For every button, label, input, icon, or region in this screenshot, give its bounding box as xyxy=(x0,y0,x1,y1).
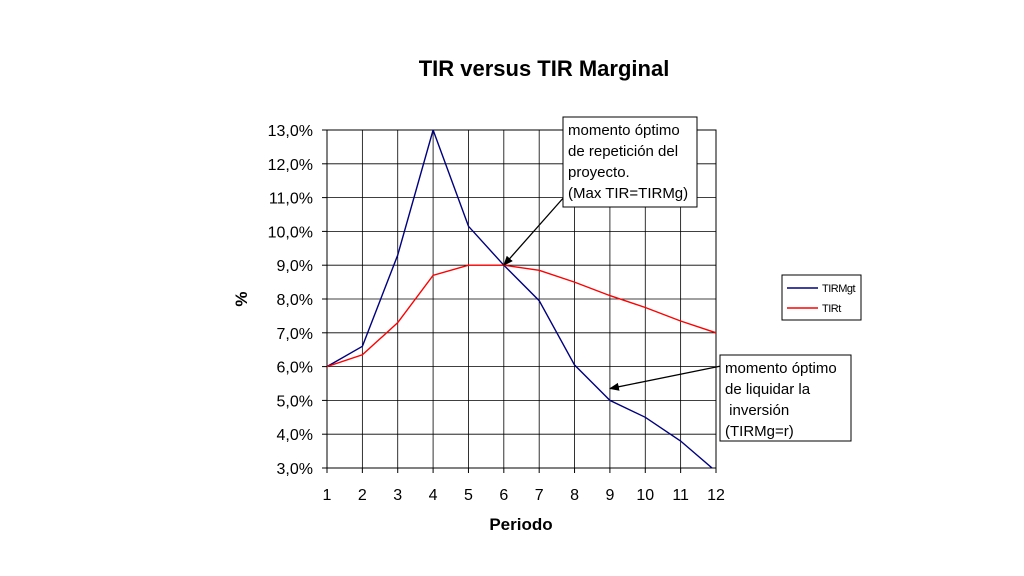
y-axis-label: % xyxy=(232,291,251,306)
x-tick-label: 9 xyxy=(605,487,614,504)
y-tick-label: 7,0% xyxy=(277,326,313,343)
annotation-arrow xyxy=(608,365,722,391)
y-tick-label: 9,0% xyxy=(277,258,313,275)
annotation-text: momento óptimo xyxy=(568,122,680,139)
chart-title: TIR versus TIR Marginal xyxy=(419,56,670,81)
annotation-arrow xyxy=(503,195,566,266)
x-tick-label: 1 xyxy=(323,487,332,504)
legend-label: TIRMgt xyxy=(822,283,856,295)
annotation-text: proyecto. xyxy=(568,164,630,181)
annotation-text: (TIRMg=r) xyxy=(725,423,794,440)
legend-box xyxy=(781,274,862,321)
x-tick-label: 12 xyxy=(707,487,725,504)
y-tick-label: 8,0% xyxy=(277,292,313,309)
annotation-box xyxy=(719,354,852,442)
annotation-box xyxy=(562,116,698,208)
x-tick-label: 5 xyxy=(464,487,473,504)
y-tick-label: 5,0% xyxy=(277,393,313,410)
legend-label: TIRt xyxy=(822,303,841,315)
series-line-tirt xyxy=(327,264,716,368)
y-tick-label: 3,0% xyxy=(277,461,313,478)
x-tick-label: 2 xyxy=(358,487,367,504)
x-tick-label: 8 xyxy=(570,487,579,504)
x-axis-label: Periodo xyxy=(489,515,552,534)
annotation-text: momento óptimo xyxy=(725,360,837,377)
series-lines xyxy=(327,130,716,468)
y-tick-label: 12,0% xyxy=(268,157,313,174)
y-tick-label: 10,0% xyxy=(268,224,313,241)
y-tick-label: 6,0% xyxy=(277,360,313,377)
annotation-text: de liquidar la xyxy=(725,381,811,398)
x-tick-label: 6 xyxy=(499,487,508,504)
x-tick-label: 11 xyxy=(672,487,689,504)
series-line-tirmgt xyxy=(327,130,714,468)
y-tick-label: 4,0% xyxy=(277,427,313,444)
annotation-text: inversión xyxy=(725,402,789,419)
legend: TIRMgt TIRt xyxy=(781,274,862,321)
y-tick-label: 11,0% xyxy=(269,191,313,208)
annotation-text: (Max TIR=TIRMg) xyxy=(568,185,688,202)
x-axis: 1 2 3 4 5 6 7 8 9 10 11 12 xyxy=(323,468,725,504)
x-tick-label: 4 xyxy=(429,487,438,504)
y-tick-label: 13,0% xyxy=(268,123,313,140)
annotation-text: de repetición del xyxy=(568,143,678,160)
annotations: momento óptimo de repetición del proyecto.… xyxy=(503,116,852,442)
y-axis: 3,0% 4,0% 5,0% 6,0% 7,0% 8,0% 9,0% 10,0% 11,0% 12… xyxy=(268,123,327,478)
x-tick-label: 10 xyxy=(636,487,654,504)
x-tick-label: 3 xyxy=(393,487,402,504)
x-tick-label: 7 xyxy=(535,487,544,504)
